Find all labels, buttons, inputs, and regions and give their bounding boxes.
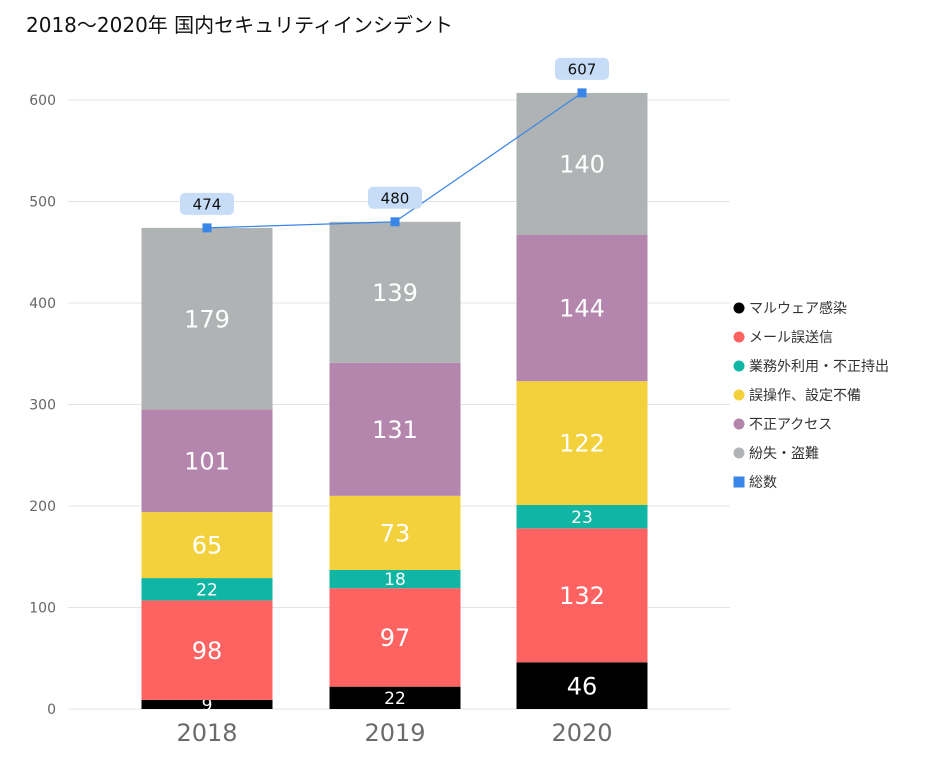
legend-label: メール誤送信 <box>749 330 833 346</box>
legend: マルウェア感染メール誤送信業務外利用・不正持出誤操作、設定不備不正アクセス紛失・… <box>733 300 889 491</box>
legend-marker <box>733 418 745 430</box>
total-marker <box>390 217 400 227</box>
data-label: 132 <box>559 582 605 610</box>
data-label: 179 <box>184 305 230 333</box>
y-tick-label: 100 <box>29 601 56 617</box>
bar-segment <box>141 227 273 410</box>
total-label-bg <box>180 192 234 215</box>
legend-marker <box>733 476 745 488</box>
bar-segment <box>329 221 461 363</box>
legend-marker <box>733 331 745 343</box>
total-label: 480 <box>381 189 410 207</box>
x-tick-label: 2019 <box>364 719 425 747</box>
y-tick-label: 400 <box>29 296 56 312</box>
bar-segment <box>141 600 273 700</box>
total-label-bg <box>368 186 422 209</box>
bar-segment <box>329 495 461 570</box>
legend-marker <box>733 360 745 372</box>
total-label: 607 <box>568 60 597 78</box>
bar-segment <box>516 504 648 529</box>
bar-segment <box>141 512 273 579</box>
data-label: 9 <box>202 696 213 716</box>
data-label: 22 <box>384 689 406 709</box>
data-label: 139 <box>372 279 418 307</box>
y-tick-label: 300 <box>29 398 56 414</box>
bar-segment <box>141 409 273 513</box>
data-label: 144 <box>559 295 605 323</box>
bar-segment <box>141 699 273 709</box>
chart-title: 2018～2020年 国内セキュリティインシデント <box>26 13 453 37</box>
total-marker <box>202 223 212 233</box>
y-tick-label: 0 <box>47 702 56 718</box>
total-marker <box>577 88 587 98</box>
legend-label: 業務外利用・不正持出 <box>749 359 889 375</box>
legend-label: マルウェア感染 <box>749 300 847 317</box>
bar-segment <box>141 578 273 601</box>
bar-segment <box>329 686 461 709</box>
legend-label: 総数 <box>749 475 777 491</box>
bar-segment <box>329 569 461 589</box>
bar-segment <box>329 362 461 496</box>
data-label: 97 <box>380 624 411 652</box>
legend-marker <box>733 389 745 401</box>
legend-label: 紛失・盗難 <box>749 446 819 462</box>
bar-segment <box>516 234 648 382</box>
data-label: 23 <box>571 508 593 528</box>
data-label: 140 <box>559 151 605 179</box>
bars: 9 98 22 65 101 179 22 97 18 73 131 139 46 132 23 122 144… <box>141 92 648 716</box>
y-tick-label: 500 <box>29 195 56 211</box>
data-label: 73 <box>380 520 411 548</box>
bar-segment <box>329 588 461 687</box>
data-label: 65 <box>192 532 223 560</box>
data-label: 131 <box>372 416 418 444</box>
legend-label: 誤操作、設定不備 <box>749 388 861 404</box>
x-tick-label: 2018 <box>176 719 237 747</box>
total-line: 474 480 607 <box>180 57 609 233</box>
data-label: 98 <box>192 637 223 665</box>
bar-segment <box>516 92 648 235</box>
total-label: 474 <box>193 195 222 213</box>
data-label: 46 <box>567 672 598 700</box>
data-label: 18 <box>384 570 406 590</box>
bar-segment <box>516 528 648 663</box>
total-label-bg <box>555 57 609 80</box>
data-label: 22 <box>196 580 218 600</box>
x-tick-label: 2020 <box>551 719 612 747</box>
bar-segment <box>516 381 648 505</box>
data-label: 101 <box>184 447 230 475</box>
legend-marker <box>733 447 745 459</box>
bar-segment <box>516 662 648 709</box>
legend-marker <box>733 302 745 314</box>
x-axis: 2018 2019 2020 <box>176 719 612 747</box>
y-tick-label: 600 <box>29 93 56 109</box>
y-axis: 0 100 200 300 400 500 600 <box>29 93 56 718</box>
legend-label: 不正アクセス <box>749 417 832 433</box>
data-label: 122 <box>559 430 605 458</box>
y-tick-label: 200 <box>29 499 56 515</box>
